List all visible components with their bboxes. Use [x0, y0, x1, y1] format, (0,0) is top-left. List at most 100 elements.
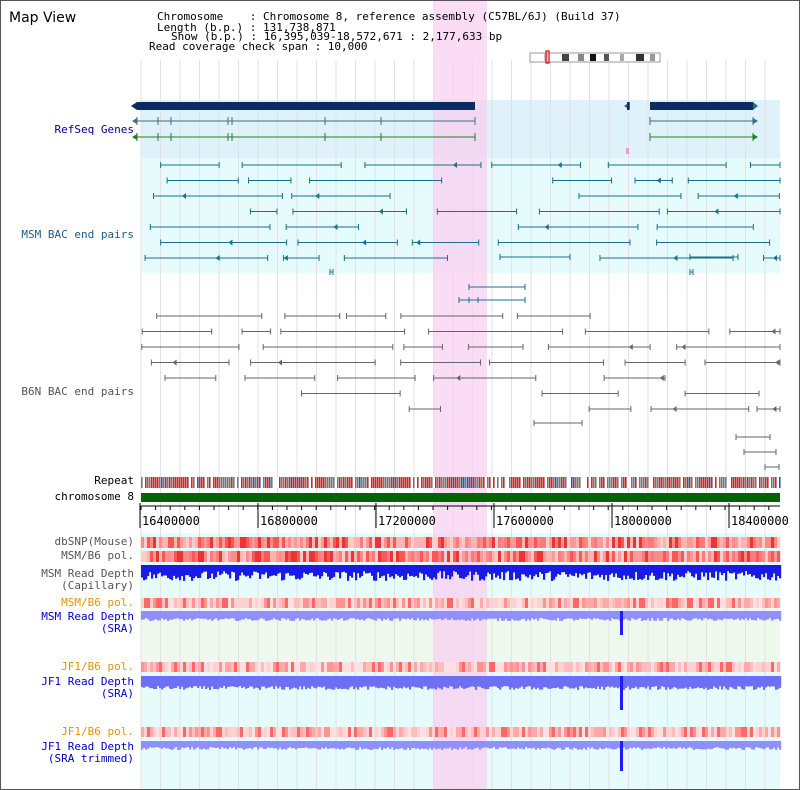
depth-bar [557, 676, 560, 688]
heat-cell [732, 727, 736, 737]
depth-bar [527, 676, 530, 687]
jf1-read-trim-track [141, 741, 782, 771]
depth-bar [217, 611, 220, 621]
repeat-element [687, 477, 689, 488]
depth-bar [645, 565, 648, 575]
heat-cell [474, 551, 478, 562]
track-label-msm-read-cap[interactable]: MSM Read Depth [41, 567, 134, 580]
depth-bar [755, 611, 758, 621]
depth-bar [301, 741, 304, 748]
depth-bar [669, 741, 672, 749]
depth-bar [629, 611, 632, 621]
heat-cell [435, 598, 439, 608]
depth-bar [713, 676, 716, 687]
heat-cell [459, 537, 463, 548]
depth-bar [631, 741, 634, 749]
depth-bar [289, 565, 292, 576]
heat-cell [177, 727, 181, 737]
track-label-jf1-b6-pol[interactable]: JF1/B6 pol. [61, 660, 134, 673]
heat-cell [417, 598, 421, 608]
heat-cell [618, 727, 622, 737]
depth-bar [603, 741, 606, 749]
heat-cell [306, 662, 310, 672]
depth-bar [241, 565, 244, 573]
track-label-jf1-read-trim[interactable]: JF1 Read Depth [41, 740, 134, 753]
depth-bar [727, 676, 730, 690]
heat-cell [612, 537, 616, 548]
depth-bar [767, 741, 770, 748]
heat-cell [159, 662, 163, 672]
heat-cell [747, 727, 751, 737]
track-label-b6n-bac[interactable]: B6N BAC end pairs [21, 385, 134, 398]
repeat-element [281, 477, 283, 488]
track-label-msm-b6-pol-2[interactable]: MSM/B6 pol. [61, 596, 134, 609]
depth-bar [451, 611, 454, 619]
heat-cell [423, 727, 427, 737]
track-label-refseq[interactable]: RefSeq Genes [54, 123, 134, 136]
heat-cell [714, 727, 718, 737]
repeat-element [425, 477, 427, 488]
depth-bar [281, 676, 284, 690]
track-label-repeat[interactable]: Repeat [94, 474, 134, 487]
heat-cell [561, 551, 565, 562]
heat-cell [750, 551, 754, 562]
heat-cell [390, 598, 394, 608]
heat-cell [444, 727, 448, 737]
heat-cell [261, 727, 265, 737]
heat-cell [369, 662, 373, 672]
heat-cell [411, 551, 415, 562]
depth-bar [597, 676, 600, 687]
track-label-msm-bac[interactable]: MSM BAC end pairs [21, 228, 134, 241]
heat-cell [765, 598, 769, 608]
depth-bar [731, 676, 734, 688]
track-label-msm-b6-pol[interactable]: MSM/B6 pol. [61, 549, 134, 562]
depth-bar [673, 741, 676, 748]
depth-bar [579, 611, 582, 619]
depth-bar [305, 741, 308, 748]
repeat-element [479, 477, 481, 488]
heat-cell [735, 598, 739, 608]
depth-bar [415, 611, 418, 621]
heat-cell [267, 598, 271, 608]
depth-bar [489, 565, 492, 575]
depth-bar [359, 565, 362, 578]
heat-cell [750, 662, 754, 672]
depth-bar [243, 611, 246, 620]
depth-bar [411, 565, 414, 576]
depth-bar [559, 565, 562, 575]
heat-cell [183, 551, 187, 562]
track-label-msm-read-sra[interactable]: MSM Read Depth [41, 610, 134, 623]
depth-bar [357, 741, 360, 750]
depth-bar [497, 611, 500, 621]
ideogram-band [620, 54, 624, 61]
depth-bar [571, 565, 574, 576]
heat-cell [186, 551, 190, 562]
heat-cell [723, 727, 727, 737]
repeat-element [243, 477, 245, 488]
depth-bar [317, 611, 320, 619]
track-label-jf1-read-sra[interactable]: JF1 Read Depth [41, 675, 134, 688]
track-label-jf1-b6-pol-2[interactable]: JF1/B6 pol. [61, 725, 134, 738]
repeat-element [615, 477, 617, 488]
track-label-dbsnp[interactable]: dbSNP(Mouse) [54, 535, 134, 548]
heat-cell [651, 598, 655, 608]
heat-cell [483, 551, 487, 562]
repeat-element [693, 477, 695, 488]
heat-cell [345, 727, 349, 737]
depth-bar [751, 565, 754, 577]
depth-bar [225, 741, 228, 749]
heat-cell [402, 727, 406, 737]
repeat-element [669, 477, 671, 488]
depth-bar [457, 676, 460, 689]
depth-bar [769, 611, 772, 619]
repeat-element [721, 477, 723, 488]
heat-cell [474, 537, 478, 548]
depth-bar [283, 611, 286, 619]
depth-bar [239, 611, 242, 621]
heat-cell [234, 662, 238, 672]
depth-bar [585, 741, 588, 750]
heat-cell [354, 727, 358, 737]
repeat-element [269, 477, 271, 488]
heat-cell [612, 662, 616, 672]
